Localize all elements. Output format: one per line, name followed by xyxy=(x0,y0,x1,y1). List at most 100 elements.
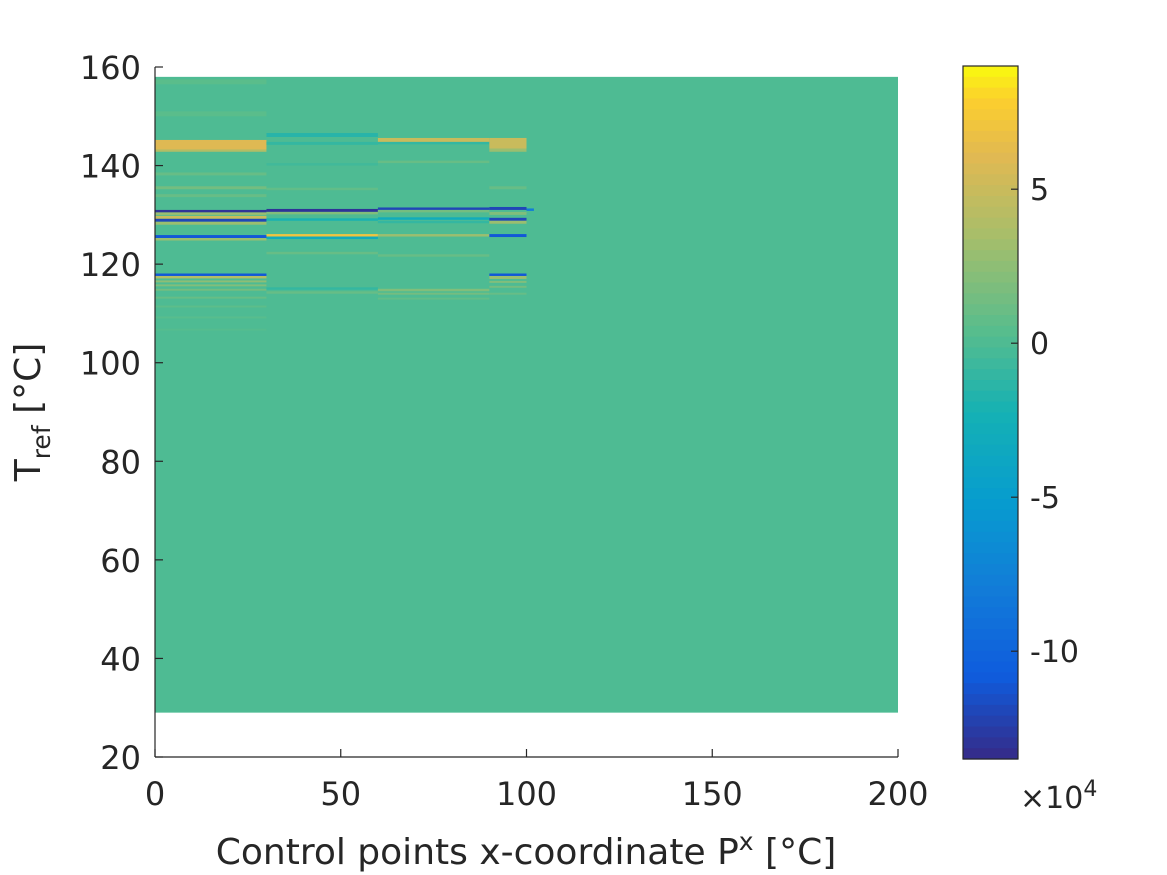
colorbar-step xyxy=(963,412,1018,424)
heatmap-band xyxy=(377,137,490,142)
colorbar-step xyxy=(963,477,1018,489)
heatmap-band xyxy=(155,218,267,222)
x-tick-label: 150 xyxy=(682,775,743,813)
heatmap-band xyxy=(526,208,534,211)
heatmap-band xyxy=(266,208,378,212)
colorbar-step xyxy=(963,629,1018,641)
colorbar-gradient xyxy=(963,66,1018,760)
colorbar-step xyxy=(963,336,1018,349)
colorbar-step xyxy=(963,726,1018,738)
colorbar-step xyxy=(963,271,1018,284)
heatmap-band xyxy=(377,292,490,295)
heatmap-band xyxy=(266,211,378,215)
colorbar-step xyxy=(963,585,1018,598)
colorbar-frame xyxy=(962,65,1019,760)
heatmap-band xyxy=(377,207,490,210)
heatmap-band xyxy=(266,187,378,191)
colorbar-step xyxy=(963,315,1018,327)
heatmap-band xyxy=(266,234,378,237)
colorbar-step xyxy=(963,87,1018,100)
colorbar-step xyxy=(963,358,1018,370)
colorbar-step xyxy=(963,195,1018,208)
y-tick-label: 160 xyxy=(80,49,141,87)
y-tick-label: 120 xyxy=(80,246,141,284)
heatmap-band xyxy=(489,217,527,221)
y-tick-label: 80 xyxy=(100,443,141,481)
heatmap-band xyxy=(155,238,267,241)
x-tick-label: 200 xyxy=(867,775,928,813)
colorbar-step xyxy=(963,369,1018,381)
colorbar-step xyxy=(963,250,1018,262)
heatmap-band xyxy=(377,297,490,300)
heatmap-band xyxy=(155,194,267,198)
heatmap-band xyxy=(155,212,267,215)
colorbar-tick-label: -10 xyxy=(1030,635,1079,670)
heatmap-band xyxy=(155,215,267,219)
colorbar-step xyxy=(963,715,1018,728)
y-axis-label: Tref [°C] xyxy=(8,343,56,483)
colorbar-step xyxy=(963,304,1018,316)
heatmap-band xyxy=(377,234,490,237)
colorbar-step xyxy=(963,239,1018,251)
heatmap-band xyxy=(155,186,267,190)
colorbar-step xyxy=(963,152,1018,165)
heatmap-band xyxy=(155,328,267,331)
colorbar-step xyxy=(963,130,1018,143)
colorbar-step xyxy=(963,390,1018,403)
colorbar-step xyxy=(963,380,1018,392)
x-tick-label: 50 xyxy=(320,775,361,813)
heatmap-band xyxy=(155,149,267,152)
colorbar-step xyxy=(963,120,1018,132)
colorbar-step xyxy=(963,185,1018,197)
heatmap-cells xyxy=(155,76,898,713)
colorbar-step xyxy=(963,466,1018,479)
colorbar-step xyxy=(963,564,1018,576)
heatmap-band xyxy=(266,133,378,137)
heatmap-band xyxy=(489,280,527,283)
heatmap-band xyxy=(155,288,267,291)
heatmap-band xyxy=(489,206,527,210)
colorbar-step xyxy=(963,650,1018,663)
colorbar-step xyxy=(963,499,1018,511)
heatmap-band xyxy=(155,139,267,150)
colorbar-step xyxy=(963,66,1018,78)
x-tick-label: 100 xyxy=(496,775,557,813)
heatmap-band xyxy=(377,220,490,224)
colorbar-step xyxy=(963,206,1018,219)
heatmap-band xyxy=(266,163,378,166)
colorbar-step xyxy=(963,694,1018,706)
y-tick-label: 40 xyxy=(100,640,141,678)
colorbar-step xyxy=(963,174,1018,186)
heatmap-band xyxy=(489,292,527,295)
colorbar-step xyxy=(963,661,1018,673)
colorbar-step xyxy=(963,98,1018,110)
colorbar-step xyxy=(963,325,1018,338)
colorbar-step xyxy=(963,531,1018,544)
colorbar-step xyxy=(963,618,1018,630)
heatmap-band xyxy=(266,236,378,240)
colorbar-tick-label: -5 xyxy=(1030,481,1060,516)
colorbar-step xyxy=(963,737,1018,749)
colorbar-step xyxy=(963,748,1018,760)
heatmap-band xyxy=(377,288,490,292)
heatmap-background xyxy=(155,76,898,713)
y-tick-label: 60 xyxy=(100,542,141,580)
heatmap-band xyxy=(155,275,267,279)
colorbar-step xyxy=(963,228,1018,240)
heatmap-band xyxy=(266,218,378,221)
heatmap-band xyxy=(489,273,527,276)
heatmap-band xyxy=(155,280,267,283)
colorbar-step xyxy=(963,141,1018,154)
heatmap-band xyxy=(489,137,527,149)
heatmap-band xyxy=(489,211,527,215)
colorbar-step xyxy=(963,542,1018,554)
heatmap-band xyxy=(377,217,490,220)
colorbar-step xyxy=(963,282,1018,294)
heatmap-band xyxy=(155,172,267,176)
colorbar-step xyxy=(963,163,1018,175)
colorbar-tick-label: 5 xyxy=(1030,173,1049,208)
heatmap-band xyxy=(377,209,490,213)
heatmap-band xyxy=(489,220,527,224)
heatmap-band xyxy=(155,221,267,225)
